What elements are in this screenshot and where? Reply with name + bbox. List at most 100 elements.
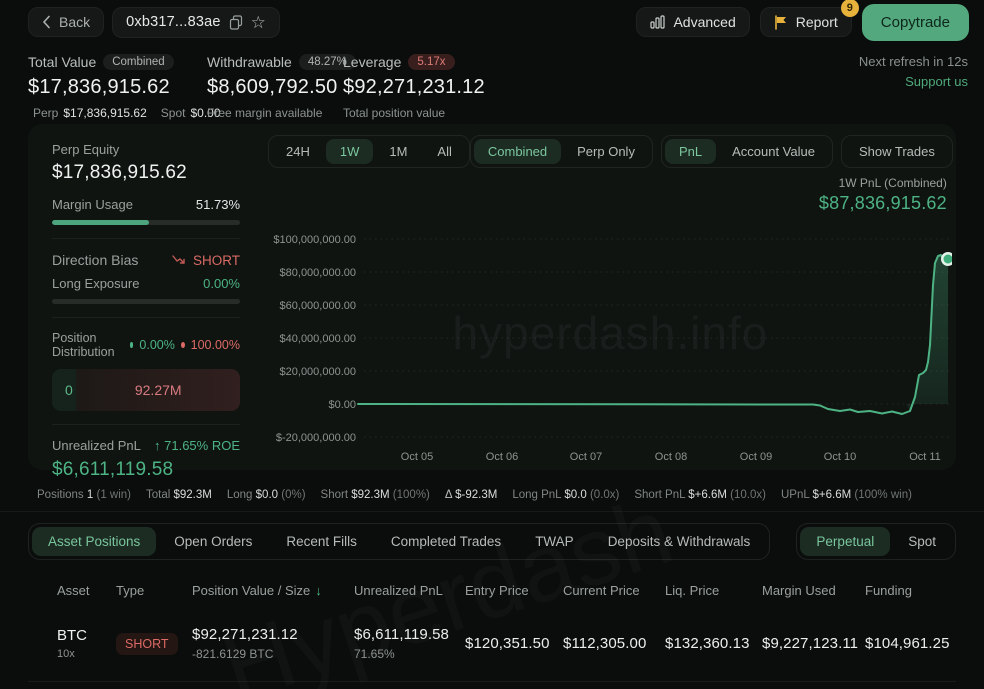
mode-combined[interactable]: Combined xyxy=(473,139,562,164)
timeframe-all[interactable]: All xyxy=(437,144,452,159)
timeframe-1w[interactable]: 1W xyxy=(325,139,374,164)
chart-header: 1W PnL (Combined) $87,836,915.62 xyxy=(268,176,953,214)
summary-label: UPnL xyxy=(780,489,810,501)
x-tick: Oct 07 xyxy=(570,451,602,463)
combined-chip: Combined xyxy=(103,54,174,70)
summary-extra: (0%) xyxy=(281,489,306,501)
toggle-perpetual[interactable]: Perpetual xyxy=(800,527,891,556)
tab-recent-fills[interactable]: Recent Fills xyxy=(286,534,357,549)
positions-table: Asset Type Position Value / Size ↓ Unreal… xyxy=(28,574,956,682)
stat-total-value: Total Value Combined $17,836,915.62 Perp… xyxy=(28,54,221,120)
y-tick: $100,000,000.00 xyxy=(273,234,356,246)
asset-leverage: 10x xyxy=(57,648,75,660)
stat-leverage: Leverage 5.17x $92,271,231.12 Total posi… xyxy=(343,54,543,120)
mode-perp-only[interactable]: Perp Only xyxy=(577,144,635,159)
copy-icon[interactable] xyxy=(229,14,243,30)
delta-icon: Δ xyxy=(444,489,452,501)
panel-chart-column: 24H 1W 1M All Combined Perp Only PnL Acc… xyxy=(268,132,955,470)
wallet-address-pill[interactable]: 0xb317...83ae ☆ xyxy=(112,6,281,38)
summary-value: $+6.6M xyxy=(688,489,727,501)
toggle-spot[interactable]: Spot xyxy=(908,534,936,549)
summary-label: Long PnL xyxy=(512,489,562,501)
chevron-left-icon xyxy=(42,15,51,29)
divider xyxy=(52,424,240,425)
report-button[interactable]: Report xyxy=(759,7,852,37)
col-position-value[interactable]: Position Value / Size ↓ xyxy=(192,582,322,598)
asset-cell: BTC 10x xyxy=(57,627,116,660)
refresh-info: Next refresh in 12s Support us xyxy=(859,54,969,89)
tab-completed-trades[interactable]: Completed Trades xyxy=(390,534,502,549)
col-liq-price[interactable]: Liq. Price xyxy=(665,582,720,598)
liq-price-cell: $132,360.13 xyxy=(665,635,750,652)
view-pnl[interactable]: PnL xyxy=(664,139,717,164)
timeframe-1m[interactable]: 1M xyxy=(389,144,408,159)
col-margin-used[interactable]: Margin Used xyxy=(762,582,836,598)
support-us-link[interactable]: Support us xyxy=(905,74,968,89)
distribution-short-segment: 92.27M xyxy=(76,369,240,411)
pnl-area xyxy=(906,255,948,411)
timeframe-24h[interactable]: 24H xyxy=(286,144,310,159)
entry-price-cell: $120,351.50 xyxy=(465,635,550,652)
position-distribution-label: Position Distribution xyxy=(52,331,115,359)
tab-asset-positions[interactable]: Asset Positions xyxy=(32,527,157,556)
leverage-sub: Total position value xyxy=(343,106,446,120)
x-tick: Oct 05 xyxy=(401,451,433,463)
margin-used-cell: $9,227,123.11 xyxy=(762,635,859,652)
back-button[interactable]: Back xyxy=(28,7,105,37)
long-exposure-label: Long Exposure xyxy=(52,276,140,291)
divider xyxy=(52,317,240,318)
col-asset[interactable]: Asset xyxy=(57,582,90,598)
report-button-wrap: Report 9 xyxy=(759,0,859,37)
flag-icon xyxy=(774,14,788,30)
x-tick: Oct 10 xyxy=(824,451,856,463)
pnl-chart[interactable]: hyperdash.info xyxy=(268,225,955,470)
long-distribution-pct: 0.00% xyxy=(139,338,175,352)
tab-deposits-withdrawals[interactable]: Deposits & Withdrawals xyxy=(607,534,751,549)
refresh-countdown: Next refresh in 12s xyxy=(858,54,968,69)
asset-symbol: BTC xyxy=(57,627,87,644)
summary-extra: (100% win) xyxy=(854,489,912,501)
timeframe-group: 24H 1W 1M All xyxy=(268,135,470,168)
summary-value: $+6.6M xyxy=(812,489,852,501)
leverage-chip: 5.17x xyxy=(408,54,455,70)
advanced-label: Advanced xyxy=(673,14,736,30)
pnl-chart-svg: $100,000,000.00 $80,000,000.00 $60,000,0… xyxy=(273,234,955,463)
view-account-value[interactable]: Account Value xyxy=(732,144,815,159)
summary-extra: (1 win) xyxy=(96,489,131,501)
summary-extra: (10.0x) xyxy=(730,489,766,501)
col-unrealized-pnl[interactable]: Unrealized PnL xyxy=(354,582,443,598)
x-tick: Oct 09 xyxy=(740,451,772,463)
unrealized-pnl-value: $6,611,119.58 xyxy=(52,459,174,480)
tab-open-orders[interactable]: Open Orders xyxy=(174,534,253,549)
chart-header-label: 1W PnL (Combined) xyxy=(838,176,947,190)
portfolio-panel: Perp Equity $17,836,915.62 Margin Usage … xyxy=(28,124,956,480)
copytrade-button[interactable]: Copytrade xyxy=(861,3,969,41)
long-dot-icon xyxy=(129,342,134,348)
col-funding[interactable]: Funding xyxy=(865,582,912,598)
col-type[interactable]: Type xyxy=(116,582,145,598)
tab-twap[interactable]: TWAP xyxy=(535,534,574,549)
short-badge: SHORT xyxy=(116,632,178,655)
star-favorite-icon[interactable]: ☆ xyxy=(250,12,267,32)
short-distribution-pct: 100.00% xyxy=(190,338,240,352)
margin-usage-value: 51.73% xyxy=(195,197,240,212)
margin-usage-bar xyxy=(52,220,240,225)
position-value: $92,271,231.12 xyxy=(192,626,298,643)
table-row[interactable]: BTC 10x SHORT $92,271,231.12 -821.6129 B… xyxy=(28,606,956,682)
summary-value: $-92.3M xyxy=(455,489,498,501)
funding-cell: $104,961.25 xyxy=(865,635,950,652)
col-current-price[interactable]: Current Price xyxy=(563,582,640,598)
current-price-cell: $112,305.00 xyxy=(563,635,647,652)
summary-value: $92.3M xyxy=(351,489,390,501)
col-entry-price[interactable]: Entry Price xyxy=(465,582,529,598)
mode-toggle-group: Combined Perp Only xyxy=(469,135,653,168)
leverage-label: Leverage xyxy=(343,54,402,70)
advanced-button[interactable]: Advanced xyxy=(636,7,750,37)
y-tick: $-20,000,000.00 xyxy=(276,432,356,444)
withdrawable-sub: Free margin available xyxy=(207,106,323,120)
show-trades-group: Show Trades xyxy=(840,135,953,168)
wallet-address: 0xb317...83ae xyxy=(126,14,221,30)
total-value-label: Total Value xyxy=(28,54,97,70)
report-count-badge: 9 xyxy=(840,0,859,17)
show-trades-button[interactable]: Show Trades xyxy=(858,144,935,159)
